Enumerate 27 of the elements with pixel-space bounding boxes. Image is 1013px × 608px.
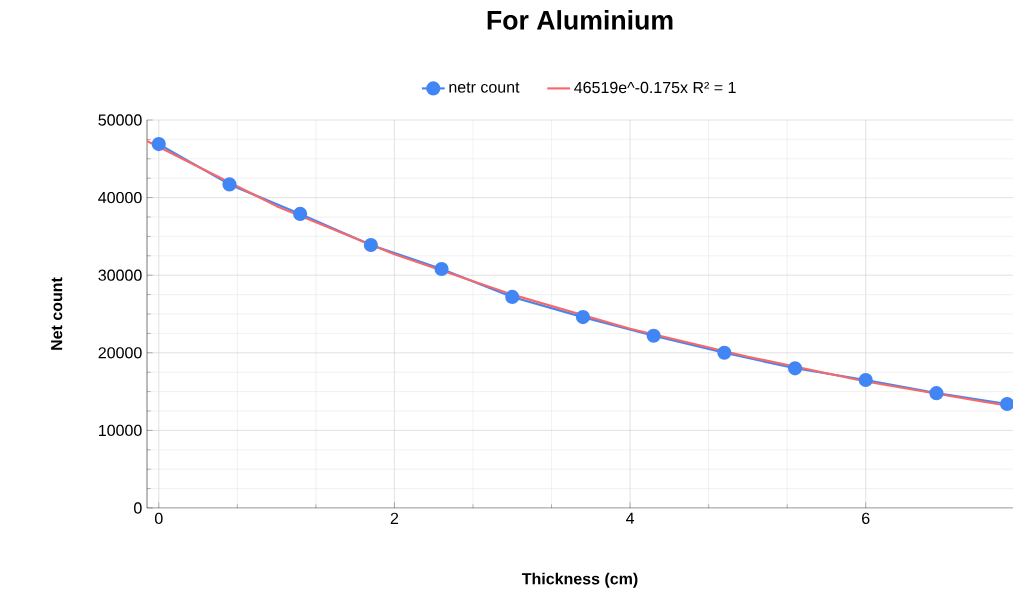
x-tick-label: 0 (154, 512, 163, 525)
point (151, 136, 166, 152)
point (929, 386, 944, 401)
point (575, 310, 591, 325)
y-axis-title: Net count (51, 277, 63, 350)
x-tick-label: 4 (626, 512, 635, 524)
x-axis-title: Thickness (cm) (521, 572, 638, 588)
point (858, 372, 873, 388)
y-tick-label: 0 (134, 502, 142, 514)
y-tick-label: 30000 (98, 269, 142, 281)
x-tick-label: 2 (390, 512, 399, 524)
y-tick-label: 10000 (99, 424, 142, 437)
x-tick-label: 6 (862, 512, 870, 525)
point (717, 345, 732, 360)
y-tick-label: 20000 (98, 347, 142, 359)
legend-label: netr count (449, 82, 520, 93)
point (646, 328, 661, 343)
y-tick-label: 50000 (98, 114, 142, 126)
chart-title: For Aluminium (487, 10, 673, 30)
point (787, 361, 803, 376)
legend-label: 46519e^-0.175x R² = 1 (574, 81, 736, 94)
point (505, 289, 520, 304)
y-tick-label: 40000 (98, 191, 142, 204)
point (363, 237, 378, 253)
point (293, 206, 308, 221)
point (434, 261, 449, 277)
point (222, 177, 237, 192)
